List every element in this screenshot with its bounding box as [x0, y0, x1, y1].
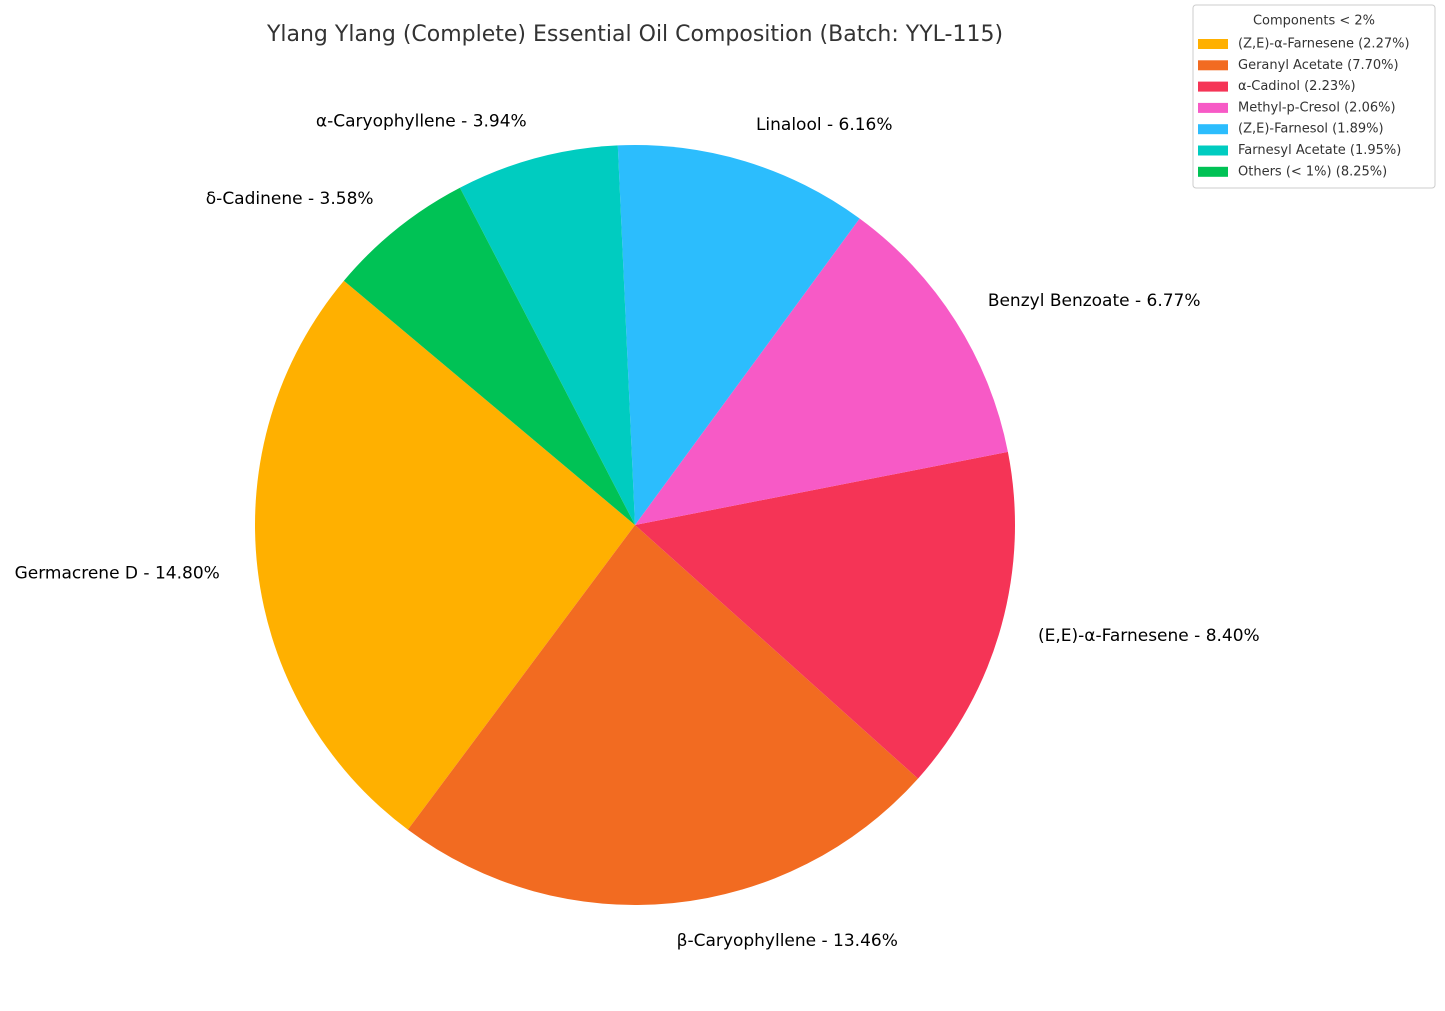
legend-swatch: [1198, 145, 1228, 156]
slice-label: (E,E)-α-Farnesene - 8.40%: [1038, 626, 1260, 646]
pie-slice: [343, 187, 635, 525]
slice-label: α-Caryophyllene - 3.94%: [316, 111, 527, 131]
pie-slice: [407, 525, 919, 906]
legend-swatch: [1198, 39, 1228, 49]
legend-box: [1192, 4, 1436, 189]
legend-swatch: [1198, 124, 1228, 135]
slice-label: β-Caryophyllene - 13.46%: [677, 931, 898, 951]
legend-title: Components < 2%: [1253, 14, 1375, 29]
legend-swatch: [1198, 81, 1228, 92]
pie-slice: [459, 145, 635, 525]
chart-title: Ylang Ylang (Complete) Essential Oil Com…: [266, 22, 1003, 47]
legend-label: Geranyl Acetate (7.70%): [1238, 58, 1399, 73]
slice-label: Germacrene D - 14.80%: [15, 563, 220, 583]
legend-label: (Z,E)-Farnesol (1.89%): [1238, 122, 1384, 137]
pie-slice: [255, 280, 635, 830]
legend-label: Farnesyl Acetate (1.95%): [1238, 143, 1401, 158]
legend-label: α-Cadinol (2.23%): [1238, 79, 1356, 94]
slice-label: δ-Cadinene - 3.58%: [206, 189, 374, 209]
legend-label: (Z,E)-α-Farnesene (2.27%): [1238, 37, 1410, 52]
pie-slice: [635, 218, 1008, 525]
legend-label: Methyl-p-Cresol (2.06%): [1238, 100, 1396, 115]
legend-swatch: [1198, 102, 1228, 113]
pie-slice: [635, 451, 1016, 779]
slice-label: Linalool - 6.16%: [756, 115, 893, 135]
slice-label: Benzyl Benzoate - 6.77%: [988, 291, 1201, 311]
legend-swatch: [1198, 60, 1228, 71]
legend-swatch: [1198, 166, 1228, 177]
pie-slice: [617, 144, 860, 525]
legend-label: Others (< 1%) (8.25%): [1238, 164, 1387, 179]
